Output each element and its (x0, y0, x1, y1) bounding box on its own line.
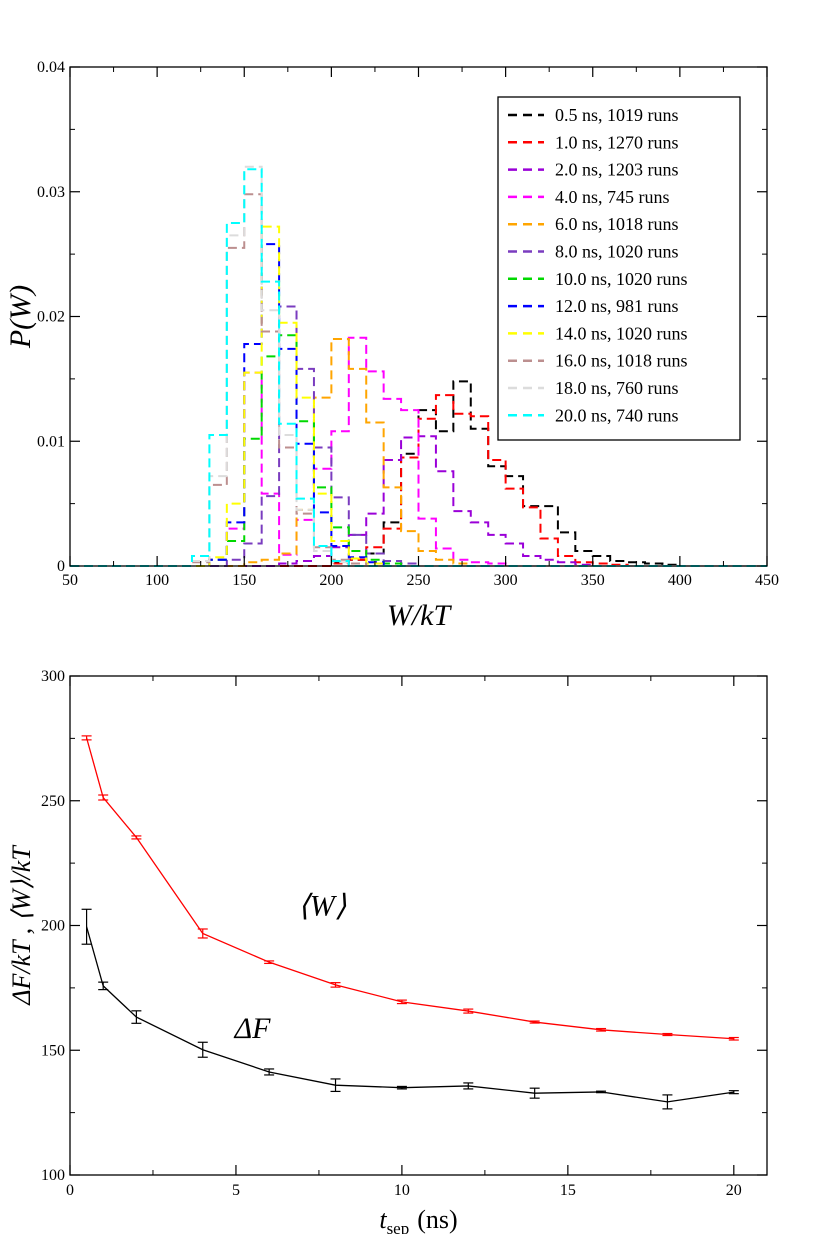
annotation-label-1: ΔF (234, 1012, 272, 1045)
x-tick-label: 350 (581, 572, 605, 589)
histogram-series-11 (70, 168, 767, 567)
legend-label-1: 1.0 ns, 1270 runs (555, 132, 679, 152)
histogram-series-4 (70, 337, 767, 567)
series-line-0 (85, 737, 734, 1040)
x-axis-title: tsep (ns) (379, 1205, 457, 1234)
x-tick-label: 300 (494, 572, 518, 589)
plot-frame (69, 675, 768, 1176)
y-tick-label: 0.04 (37, 59, 65, 76)
annotation-label-0: ⟨W⟩ (298, 890, 347, 923)
y-tick-label: 100 (41, 1167, 65, 1184)
x-tick-label: 0 (66, 1182, 74, 1199)
y-tick-label: 0 (57, 558, 65, 575)
histogram-series-6 (70, 334, 767, 567)
x-tick-label: 15 (560, 1182, 576, 1199)
legend-label-10: 18.0 ns, 760 runs (555, 378, 679, 398)
histogram-series-2 (70, 435, 767, 567)
series-line-1 (85, 926, 734, 1103)
y-axis-title: P(W) (4, 285, 37, 349)
y-tick-label: 0.02 (37, 309, 65, 326)
y-tick-label: 0.01 (37, 433, 65, 450)
legend-label-5: 8.0 ns, 1020 runs (555, 242, 679, 262)
histogram-series-1 (70, 394, 767, 567)
x-tick-label: 250 (407, 572, 431, 589)
y-tick-label: 0.03 (37, 184, 65, 201)
x-tick-label: 50 (62, 572, 78, 589)
y-axis-title: ΔF/kT , ⟨W⟩/kT (7, 845, 36, 1006)
legend-label-4: 6.0 ns, 1018 runs (555, 214, 679, 234)
legend-label-6: 10.0 ns, 1020 runs (555, 269, 688, 289)
histogram-series-8 (70, 225, 767, 567)
legend-label-11: 20.0 ns, 740 runs (555, 405, 679, 425)
free-energy-chart: 0 5 10 15 20 100 150 200 250 300 ⟨W⟩ ΔF tsep (ns) ΔF/k… (7, 668, 768, 1234)
x-tick-label: 450 (755, 572, 779, 589)
histogram-chart: 50 100 150 200 250 300 350 400 450 0 0.01 0.02 0.03 0… (4, 59, 779, 632)
x-tick-label: 10 (394, 1182, 410, 1199)
histogram-series-5 (70, 305, 767, 567)
legend-label-7: 12.0 ns, 981 runs (555, 296, 679, 316)
y-tick-label: 150 (41, 1042, 65, 1059)
x-tick-label: 100 (145, 572, 169, 589)
legend-label-8: 14.0 ns, 1020 runs (555, 323, 688, 343)
x-axis-title-unit: (ns) (417, 1205, 457, 1234)
y-tick-label: 250 (41, 793, 65, 810)
x-axis-title: W/kT (387, 599, 453, 632)
x-tick-label: 20 (726, 1182, 742, 1199)
x-axis-title-subscript: sep (387, 1219, 410, 1234)
x-tick-label: 400 (668, 572, 692, 589)
y-tick-label: 300 (41, 668, 65, 685)
legend-label-3: 4.0 ns, 745 runs (555, 187, 670, 207)
y-tick-label: 200 (41, 918, 65, 935)
x-tick-label: 5 (232, 1182, 240, 1199)
legend-label-9: 16.0 ns, 1018 runs (555, 351, 688, 371)
legend-label-2: 2.0 ns, 1203 runs (555, 160, 679, 180)
legend-box (497, 96, 741, 441)
legend-label-0: 0.5 ns, 1019 runs (555, 105, 679, 125)
x-axis-title-main: t (379, 1205, 387, 1234)
x-tick-label: 150 (232, 572, 256, 589)
x-tick-label: 200 (319, 572, 343, 589)
